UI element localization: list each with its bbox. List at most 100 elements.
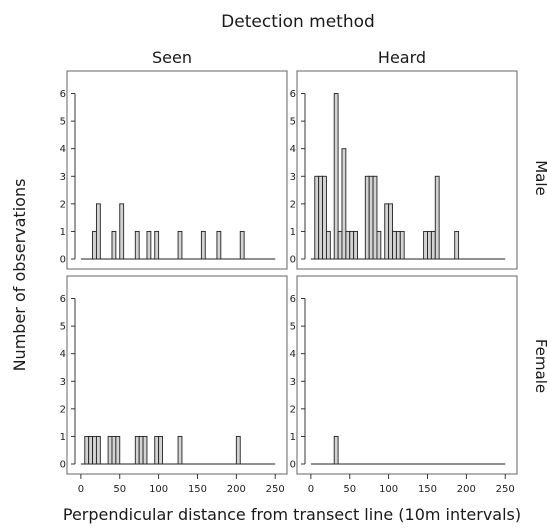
panel-female-heard: 0 1 2 3 4 5 6 0 50 100 150 200 250	[290, 275, 518, 495]
x-tick-label: 150	[418, 484, 437, 495]
panel-frame-female-heard	[296, 275, 518, 475]
histogram-bar	[154, 435, 160, 465]
histogram-bar	[434, 175, 440, 260]
histogram-bar	[376, 230, 382, 260]
x-tick-label: 200	[457, 484, 476, 495]
y-tick-label: 2	[290, 404, 296, 415]
histogram-bar	[239, 230, 245, 260]
histogram-bar	[88, 435, 93, 465]
x-axis-label: Perpendicular distance from transect lin…	[63, 505, 521, 524]
y-tick-label: 2	[290, 199, 296, 210]
row-label-female: Female	[532, 339, 547, 393]
histogram-bar	[454, 230, 460, 260]
histogram-bar	[353, 230, 358, 260]
y-tick-label: 1	[60, 432, 66, 443]
histogram-bar	[395, 230, 401, 260]
x-tick-label: 250	[496, 484, 515, 495]
histogram-bar	[142, 435, 148, 465]
histogram-bar	[177, 435, 183, 465]
panel-male-seen: 0 1 2 3 4 5 6	[60, 70, 288, 270]
y-tick-label: 5	[60, 117, 66, 128]
panel-female-seen: 0 1 2 3 4 5 6 0 50 100 150 200 250	[60, 275, 288, 495]
y-tick-label: 1	[290, 432, 296, 443]
y-tick-label: 6	[60, 294, 66, 305]
histogram-bar	[372, 175, 378, 260]
histogram-bar	[216, 230, 222, 260]
histogram-bar	[111, 435, 117, 465]
y-tick-label: 6	[290, 89, 296, 100]
y-tick-label: 1	[60, 227, 66, 238]
y-tick-label: 2	[60, 404, 66, 415]
histogram-bar	[318, 175, 323, 260]
y-axis-label: Number of observations	[10, 179, 29, 372]
y-tick-label: 4	[60, 349, 66, 360]
histogram-bar	[200, 230, 206, 260]
histogram-bar	[333, 435, 339, 465]
y-tick-label: 4	[290, 349, 296, 360]
y-tick-label: 5	[60, 322, 66, 333]
histogram-bar	[95, 203, 101, 260]
y-tick-label: 2	[60, 199, 66, 210]
histogram-bar	[119, 203, 125, 260]
histogram-bar	[392, 230, 397, 260]
x-tick-label: 250	[266, 484, 285, 495]
panel-male-heard: 0 1 2 3 4 5 6	[290, 70, 518, 270]
histogram-bar	[95, 435, 101, 465]
x-tick-label: 50	[113, 484, 126, 495]
histogram-bar	[337, 230, 343, 260]
histogram-bar	[430, 230, 436, 260]
x-tick-label: 200	[227, 484, 246, 495]
y-tick-label: 4	[290, 144, 296, 155]
x-tick-label: 0	[78, 484, 84, 495]
y-tick-label: 3	[290, 377, 296, 388]
panel-frame-female-seen	[66, 275, 288, 475]
y-tick-label: 3	[60, 377, 66, 388]
histogram-bar	[325, 230, 331, 260]
histogram-bar	[146, 230, 152, 260]
y-tick-label: 0	[290, 460, 296, 471]
histogram-bar	[134, 435, 140, 465]
histogram-bar	[341, 148, 347, 260]
histogram-bar	[399, 230, 405, 260]
column-label-heard: Heard	[378, 48, 426, 67]
row-label-male: Male	[532, 160, 547, 196]
y-tick-label: 3	[60, 172, 66, 183]
chart-title: Detection method	[221, 12, 375, 32]
y-tick-label: 1	[290, 227, 296, 238]
y-tick-label: 5	[290, 117, 296, 128]
y-tick-label: 0	[290, 255, 296, 266]
y-tick-label: 0	[60, 255, 66, 266]
histogram-bar	[384, 203, 390, 260]
x-tick-label: 100	[149, 484, 168, 495]
histogram-bar	[107, 435, 113, 465]
panel-frame-male-seen	[66, 70, 288, 270]
y-tick-label: 3	[290, 172, 296, 183]
histogram-bar	[134, 230, 140, 260]
histogram-bar	[115, 435, 121, 465]
histogram-bar	[333, 93, 339, 260]
histogram-bar	[154, 230, 160, 260]
histogram-bar	[388, 203, 393, 260]
y-tick-label: 6	[290, 294, 296, 305]
column-label-seen: Seen	[152, 48, 192, 67]
y-tick-label: 5	[290, 322, 296, 333]
histogram-bar	[84, 435, 90, 465]
histogram-bar	[314, 175, 320, 260]
histogram-bar	[111, 230, 117, 260]
histogram-bar	[177, 230, 183, 260]
histogram-bar	[158, 435, 163, 465]
histogram-bar	[138, 435, 144, 465]
x-tick-label: 50	[343, 484, 356, 495]
x-tick-label: 100	[379, 484, 398, 495]
y-tick-label: 4	[60, 144, 66, 155]
y-tick-label: 0	[60, 460, 66, 471]
histogram-bar	[368, 175, 374, 260]
x-tick-label: 0	[308, 484, 314, 495]
histogram-bar	[235, 435, 241, 465]
histogram-bar	[427, 230, 432, 260]
histogram-bar	[345, 230, 351, 260]
histogram-bar	[349, 230, 355, 260]
y-tick-label: 6	[60, 89, 66, 100]
